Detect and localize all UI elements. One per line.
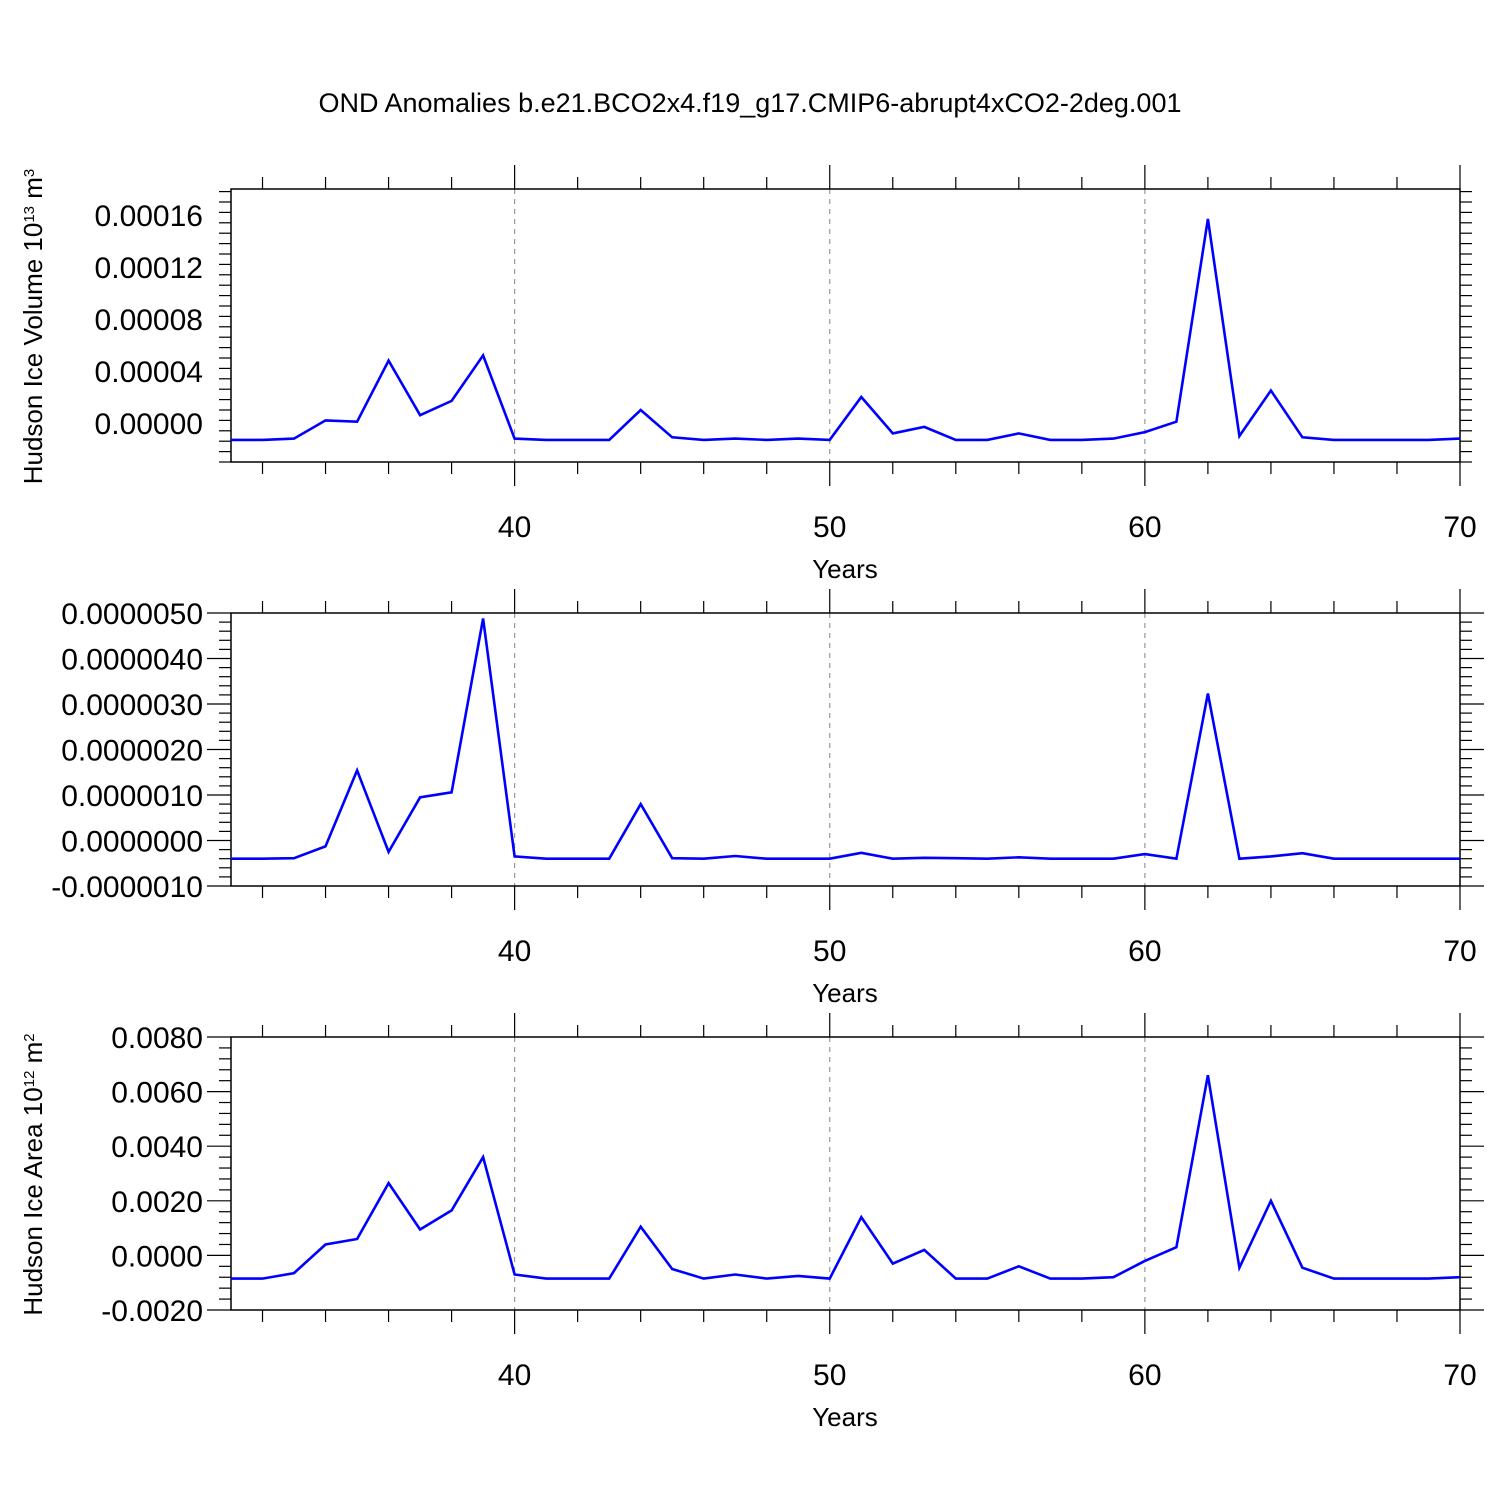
y-axis-label-text: m [18, 177, 48, 206]
y-tick-label: 0.00004 [95, 356, 203, 389]
series-line [231, 218, 1461, 442]
y-tick-label: 0.00012 [95, 252, 203, 285]
y-tick-label: 0.0060 [111, 1077, 203, 1110]
y-axis-label: Hudson Ice Area 1012 m2 [18, 1033, 48, 1315]
y-tick-label: 0.0000020 [61, 735, 203, 768]
x-tick-label: 40 [498, 1359, 531, 1392]
y-tick-label: 0.00016 [95, 200, 203, 233]
panel-2: -0.0000010 0.0000000 0.0000010 0.0000020 0.0… [51, 589, 1484, 1008]
y-axis-label-text: Hudson Ice Area 10 [18, 1087, 48, 1315]
y-axis-label-text: Hudson Ice Volume 10 [18, 223, 48, 485]
y-tick-label: 0.00008 [95, 304, 203, 337]
series-line [231, 1074, 1461, 1280]
x-tick-label: 70 [1443, 511, 1476, 544]
plot-frame [230, 612, 1461, 887]
y-tick-label: 0.0000040 [61, 644, 203, 677]
y-tick-label: 0.0040 [111, 1131, 203, 1164]
y-tick-label: 0.0000000 [61, 826, 203, 859]
y-tick-label: -0.0000010 [51, 871, 203, 904]
series-line [231, 618, 1460, 861]
y-axis-label: Hudson Ice Volume 1013 m3 [18, 169, 48, 485]
x-tick-label: 70 [1443, 935, 1476, 968]
plot-frame [230, 188, 1461, 463]
x-tick-label: 60 [1128, 511, 1161, 544]
x-tick-label: 50 [813, 935, 846, 968]
y-tick-label: 0.0020 [111, 1186, 203, 1219]
y-tick-label: 0.0000 [111, 1240, 203, 1273]
x-tick-label: 50 [813, 511, 846, 544]
x-tick-label: 60 [1128, 935, 1161, 968]
y-tick-label: 0.0000010 [61, 780, 203, 813]
y-tick-label: 0.00000 [95, 408, 203, 441]
y-tick-label: 0.0000050 [61, 598, 203, 631]
chart-title: OND Anomalies b.e21.BCO2x4.f19_g17.CMIP6… [318, 88, 1182, 118]
panel-1: 0.00000 0.00004 0.00008 0.00012 0.00016 40 50 6… [18, 165, 1477, 584]
y-tick-label: 0.0080 [111, 1022, 203, 1055]
y-tick-label: -0.0020 [101, 1295, 203, 1328]
x-axis-label: Years [812, 978, 878, 1008]
y-axis-label-superscript: 3 [21, 169, 38, 177]
plot-frame [230, 1036, 1461, 1311]
x-axis-label: Years [812, 554, 878, 584]
y-tick-label: 0.0000030 [61, 689, 203, 722]
x-tick-label: 70 [1443, 1359, 1476, 1392]
x-tick-label: 40 [498, 935, 531, 968]
x-tick-label: 50 [813, 1359, 846, 1392]
y-axis-label-superscript: 12 [21, 1071, 38, 1088]
x-tick-label: 60 [1128, 1359, 1161, 1392]
y-axis-label-text: m [18, 1042, 48, 1071]
x-axis-label: Years [812, 1402, 878, 1432]
panel-3: -0.0020 0.0000 0.0020 0.0040 0.0060 0.0080 40 5… [18, 1013, 1484, 1432]
x-tick-label: 40 [498, 511, 531, 544]
y-axis-label-superscript: 2 [21, 1033, 38, 1041]
y-axis-label-superscript: 13 [21, 206, 38, 223]
